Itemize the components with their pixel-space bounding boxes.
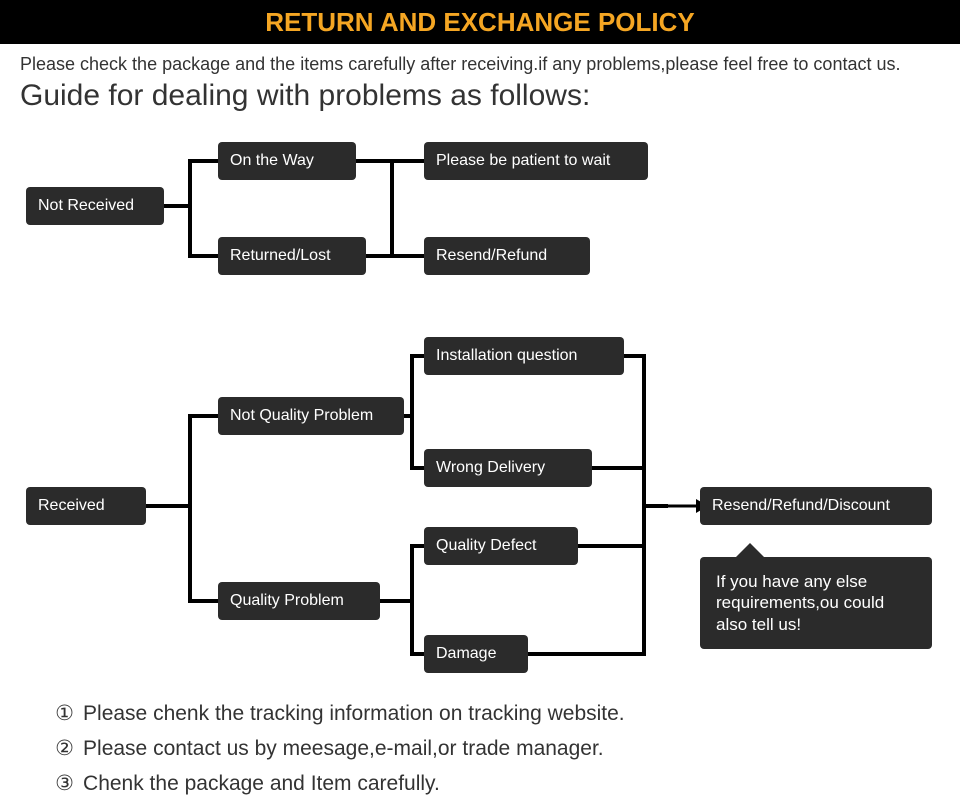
flow-node-defect: Quality Defect <box>424 527 578 565</box>
title-banner: RETURN AND EXCHANGE POLICY <box>0 0 960 44</box>
circled-number-icon: ③ <box>52 771 77 796</box>
guide-heading: Guide for dealing with problems as follo… <box>20 79 940 113</box>
flow-node-patient: Please be patient to wait <box>424 142 648 180</box>
flow-node-received: Received <box>26 487 146 525</box>
flow-node-not_received: Not Received <box>26 187 164 225</box>
flow-node-quality: Quality Problem <box>218 582 380 620</box>
note-line-3: ③ Chenk the package and Item carefully. <box>52 771 960 796</box>
flow-node-final: Resend/Refund/Discount <box>700 487 932 525</box>
flowchart-diagram: Not Received On the Way Returned/Lost Pleas… <box>0 127 960 683</box>
flow-callout: If you have any else requirements,ou cou… <box>700 557 932 649</box>
flow-node-install: Installation question <box>424 337 624 375</box>
banner-title: RETURN AND EXCHANGE POLICY <box>265 7 695 38</box>
flow-node-on_the_way: On the Way <box>218 142 356 180</box>
flow-node-returned_lost: Returned/Lost <box>218 237 366 275</box>
intro-text: Please check the package and the items c… <box>20 54 940 75</box>
circled-number-icon: ② <box>52 736 77 761</box>
note-line-2: ② Please contact us by meesage,e-mail,or… <box>52 736 960 761</box>
flow-node-resend_refund: Resend/Refund <box>424 237 590 275</box>
flow-node-damage: Damage <box>424 635 528 673</box>
flow-node-not_quality: Not Quality Problem <box>218 397 404 435</box>
flow-node-wrong_del: Wrong Delivery <box>424 449 592 487</box>
